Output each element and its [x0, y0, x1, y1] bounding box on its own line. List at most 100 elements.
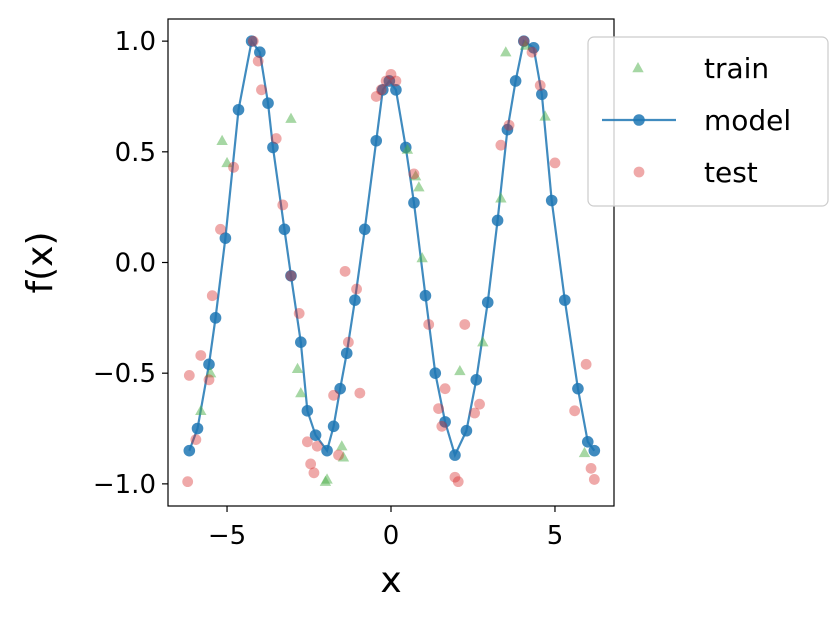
- test-point: [285, 270, 297, 282]
- test-point: [203, 374, 215, 386]
- test-point: [375, 84, 387, 96]
- model-point: [491, 214, 504, 227]
- x-axis-label: x: [380, 560, 401, 601]
- model-point: [219, 232, 232, 244]
- test-point: [351, 283, 362, 295]
- model-point: [581, 436, 594, 448]
- model-point: [501, 123, 514, 136]
- train-point: [519, 39, 532, 50]
- x-tick-label: −5: [208, 521, 246, 551]
- x-tick-label: 0: [383, 521, 400, 551]
- test-point: [436, 420, 448, 432]
- test-point: [495, 139, 507, 151]
- test-point: [190, 434, 202, 445]
- train-point: [578, 446, 591, 458]
- test-point: [256, 84, 267, 96]
- model-point: [588, 444, 601, 457]
- legend-train-marker: [632, 62, 644, 73]
- y-tick-label: 0.0: [115, 249, 156, 279]
- model-point: [267, 141, 279, 154]
- model-point: [439, 416, 451, 428]
- test-point: [354, 387, 366, 399]
- test-point: [503, 119, 515, 131]
- legend-test-marker: [633, 166, 645, 178]
- model-point: [358, 223, 371, 236]
- train-point: [295, 387, 307, 398]
- test-point: [339, 265, 351, 277]
- model-line: [188, 38, 596, 459]
- model-point: [572, 382, 584, 395]
- train-point: [477, 336, 489, 347]
- train-point: [401, 143, 414, 154]
- train-point: [500, 46, 512, 57]
- test-point: [385, 68, 397, 80]
- test-point: [215, 223, 226, 235]
- test-point: [439, 383, 451, 395]
- test-point: [328, 389, 340, 401]
- y-tick-label: −0.5: [93, 359, 156, 389]
- test-point: [433, 403, 444, 414]
- model-point: [295, 336, 307, 348]
- test-point: [206, 290, 218, 302]
- y-axis-label: f(x): [20, 231, 61, 293]
- plot-area: [182, 35, 601, 488]
- model-point: [232, 103, 245, 116]
- train-point: [216, 134, 228, 145]
- test-point: [301, 436, 313, 448]
- train-point: [495, 192, 507, 203]
- model-point: [301, 405, 314, 417]
- train-point: [285, 112, 297, 123]
- train-point: [413, 181, 425, 192]
- model-point: [334, 382, 346, 395]
- model-point: [408, 196, 420, 209]
- test-point: [247, 35, 259, 47]
- model-point: [470, 374, 483, 386]
- train-point: [204, 367, 217, 378]
- model-point: [390, 84, 402, 96]
- test-point: [449, 471, 461, 483]
- test-point: [452, 476, 464, 488]
- legend-label: model: [704, 104, 791, 137]
- test-point: [333, 449, 344, 461]
- legend: train model test: [587, 36, 829, 207]
- train-point: [454, 364, 466, 376]
- test-point: [408, 168, 420, 180]
- model-point: [285, 269, 297, 282]
- test-point: [469, 407, 481, 419]
- test-point: [474, 398, 485, 410]
- model-point: [509, 75, 522, 87]
- test-point: [293, 308, 305, 319]
- model-point: [481, 296, 494, 309]
- test-point: [390, 75, 402, 87]
- model-point: [245, 35, 258, 47]
- model-point: [191, 422, 204, 435]
- test-point: [549, 157, 561, 169]
- model-point: [449, 449, 461, 461]
- test-point: [588, 474, 600, 485]
- test-point: [183, 369, 195, 381]
- x-tick-label: 5: [547, 521, 564, 551]
- test-point: [423, 319, 435, 330]
- test-point: [182, 476, 194, 488]
- train-point: [336, 440, 348, 451]
- model-point: [527, 41, 540, 54]
- model-point: [349, 294, 361, 306]
- test-point: [308, 467, 320, 479]
- y-tick-label: 1.0: [115, 27, 156, 57]
- model-point: [536, 88, 548, 101]
- test-point: [305, 458, 317, 470]
- test-point: [518, 35, 530, 47]
- test-point: [311, 440, 323, 452]
- model-point: [340, 347, 353, 360]
- model-point: [321, 444, 333, 457]
- y-tick-label: −1.0: [93, 470, 156, 500]
- test-point: [459, 319, 471, 330]
- test-point: [342, 336, 354, 348]
- model-point: [383, 75, 396, 87]
- model-point: [262, 97, 274, 109]
- train-point: [539, 110, 551, 121]
- model-point: [254, 46, 266, 59]
- test-point: [534, 80, 546, 91]
- legend-label: train: [704, 52, 769, 85]
